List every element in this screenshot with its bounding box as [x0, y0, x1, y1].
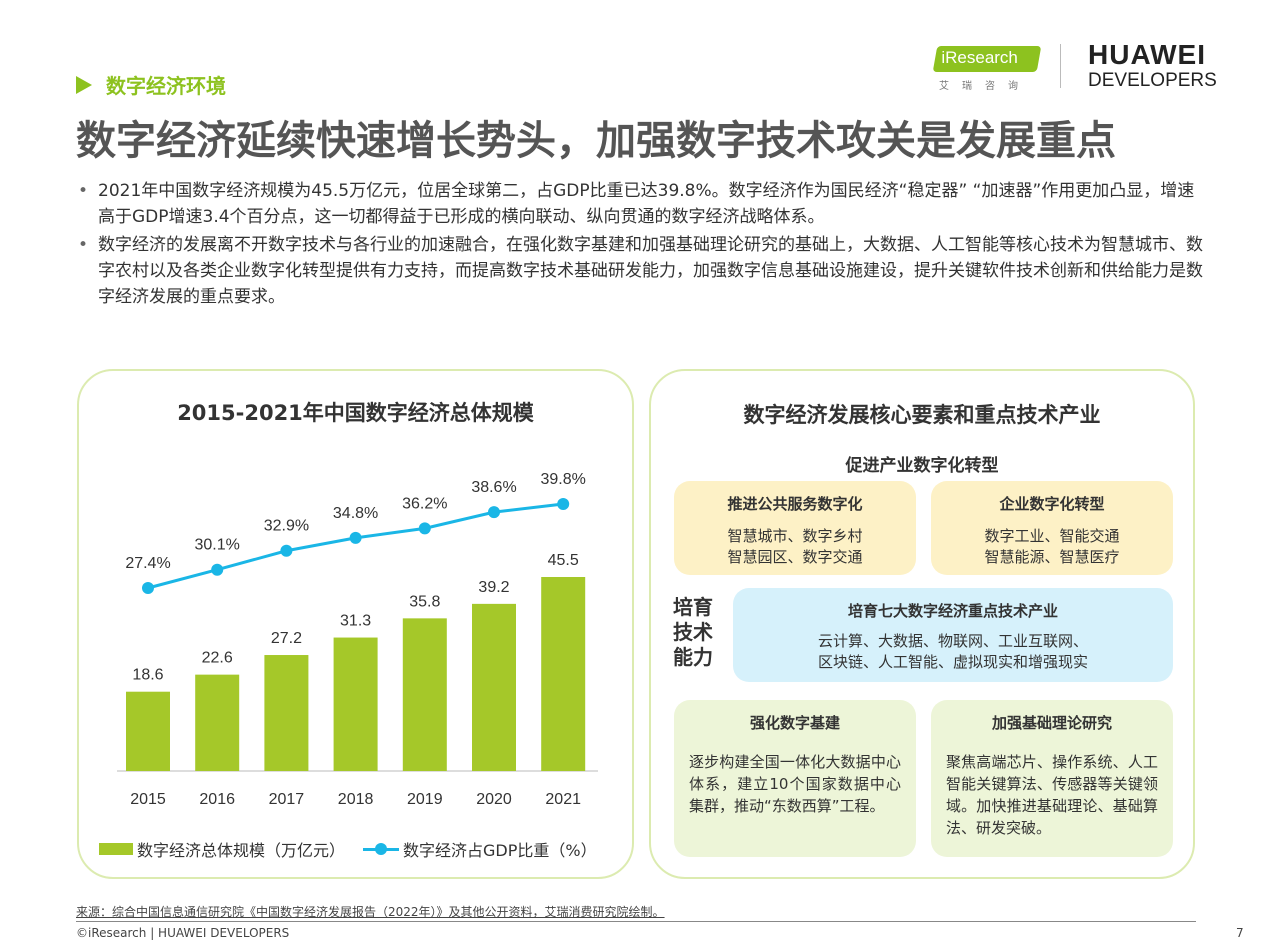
logo-divider	[1060, 44, 1061, 88]
section-label: 数字经济环境	[106, 74, 226, 98]
card-body: 云计算、大数据、物联网、工业互联网、 区块链、人工智能、虚拟现实和增强现实	[733, 631, 1173, 673]
section-tag: 数字经济环境	[76, 70, 226, 99]
card-title: 加强基础理论研究	[991, 714, 1112, 732]
bar	[264, 655, 309, 771]
x-tick-label: 2021	[545, 791, 581, 808]
bar-value-label: 35.8	[409, 593, 440, 610]
line-point	[280, 544, 293, 557]
chart-plot: 18.6 2015 22.6 2016 27.2 2017 31.3 2018 35.8 2019…	[117, 471, 598, 808]
card-line: 云计算、大数据、物联网、工业互联网、	[817, 632, 1088, 650]
bar-value-label: 27.2	[271, 630, 302, 647]
line-point	[488, 506, 500, 519]
bullet-item: 2021年中国数字经济规模为45.5万亿元，位居全球第二，占GDP比重已达39.…	[76, 178, 1206, 230]
huawei-logo-line2: DEVELOPERS	[1088, 70, 1217, 91]
play-triangle-icon	[76, 75, 92, 94]
iresearch-logo: iResearch 艾瑞咨询	[932, 44, 1043, 92]
panel-subtitle: 促进产业数字化转型	[845, 456, 999, 476]
line-value-label: 30.1%	[195, 537, 240, 554]
card-enterprise: 企业数字化转型 数字工业、智能交通 智慧能源、智慧医疗	[931, 481, 1173, 575]
line-value-label: 27.4%	[125, 555, 170, 572]
bar-value-label: 45.5	[548, 552, 579, 569]
line-point	[418, 522, 431, 535]
line-point	[142, 582, 154, 594]
footer-divider	[76, 921, 1196, 922]
legend-bar-label: 数字经济总体规模（万亿元）	[137, 841, 346, 860]
bar-value-label: 31.3	[340, 613, 371, 630]
line-value-label: 36.2%	[402, 495, 447, 512]
line-value-label: 38.6%	[471, 479, 516, 496]
huawei-developers-logo: HUAWEI DEVELOPERS	[1088, 40, 1217, 92]
legend-line-swatch	[363, 843, 400, 855]
x-tick-label: 2015	[130, 791, 166, 808]
bar	[472, 603, 516, 771]
card-line: 数字工业、智能交通	[984, 527, 1120, 545]
line-value-label: 39.8%	[541, 471, 586, 488]
bar	[402, 618, 447, 771]
legend-line-label: 数字经济占GDP比重（%）	[403, 841, 597, 860]
card-key-industries: 培育七大数字经济重点技术产业 云计算、大数据、物联网、工业互联网、 区块链、人工…	[733, 588, 1173, 682]
x-tick-label: 2017	[269, 791, 305, 808]
card-title: 推进公共服务数字化	[727, 495, 863, 513]
x-tick-label: 2020	[476, 791, 512, 808]
x-tick-label: 2018	[338, 791, 374, 808]
side-label: 培育 技术 能力	[673, 595, 723, 670]
card-body: 逐步构建全国一体化大数据中心体系，建立10个国家数据中心集群，推动“东数西算”工…	[689, 753, 901, 815]
chart-legend: 数字经济总体规模（万亿元） 数字经济占GDP比重（%）	[99, 837, 597, 861]
bar	[126, 691, 170, 771]
bullet-list: 2021年中国数字经济规模为45.5万亿元，位居全球第二，占GDP比重已达39.…	[76, 178, 1206, 312]
side-label-line: 技术	[673, 620, 713, 644]
iresearch-logo-subtext: 艾瑞咨询	[939, 81, 1031, 92]
card-title: 培育七大数字经济重点技术产业	[847, 602, 1058, 620]
card-line: 智慧城市、数字乡村	[727, 527, 863, 545]
line-value-label: 34.8%	[333, 505, 378, 522]
card-body: 智慧城市、数字乡村 智慧园区、数字交通	[674, 526, 916, 568]
bar	[541, 577, 586, 771]
iresearch-logo-text: iResearch	[941, 48, 1018, 67]
line-point	[557, 498, 570, 510]
side-label-line: 能力	[673, 645, 713, 669]
card-line: 智慧园区、数字交通	[727, 548, 863, 566]
card-line: 区块链、人工智能、虚拟现实和增强现实	[817, 653, 1088, 671]
line-point	[211, 563, 224, 576]
card-body: 数字工业、智能交通 智慧能源、智慧医疗	[931, 526, 1173, 568]
line-point	[349, 531, 362, 544]
line-value-label: 32.9%	[264, 518, 309, 535]
bar	[333, 637, 378, 771]
card-basic-research: 加强基础理论研究 聚焦高端芯片、操作系统、人工智能关键算法、传感器等关键领域。加…	[931, 700, 1173, 857]
card-line: 智慧能源、智慧医疗	[984, 548, 1120, 566]
bar-value-label: 39.2	[478, 579, 509, 596]
bar-value-label: 22.6	[202, 650, 233, 667]
huawei-logo-line1: HUAWEI	[1088, 39, 1206, 70]
x-tick-label: 2016	[199, 791, 235, 808]
card-body: 聚焦高端芯片、操作系统、人工智能关键算法、传感器等关键领域。加快推进基础理论、基…	[946, 753, 1158, 837]
bar-value-label: 18.6	[132, 667, 163, 684]
bar	[195, 674, 240, 771]
side-label-line: 培育	[673, 595, 713, 619]
x-tick-label: 2019	[407, 791, 443, 808]
footer-copyright: ©iResearch | HUAWEI DEVELOPERS	[76, 926, 290, 940]
card-public-services: 推进公共服务数字化 智慧城市、数字乡村 智慧园区、数字交通	[674, 481, 916, 575]
panel-title: 数字经济发展核心要素和重点技术产业	[743, 403, 1101, 427]
page-title: 数字经济延续快速增长势头，加强数字技术攻关是发展重点	[76, 118, 1116, 164]
card-title: 强化数字基建	[749, 714, 840, 732]
chart-title: 2015-2021年中国数字经济总体规模	[177, 401, 534, 425]
legend-bar-swatch	[99, 843, 133, 855]
page-number: 7	[1236, 926, 1244, 940]
card-title: 企业数字化转型	[999, 495, 1105, 513]
bullet-item: 数字经济的发展离不开数字技术与各行业的加速融合，在强化数字基建和加强基础理论研究…	[76, 232, 1206, 310]
core-elements-panel: 数字经济发展核心要素和重点技术产业 促进产业数字化转型 推进公共服务数字化 智慧…	[649, 369, 1195, 879]
chart-panel: 2015-2021年中国数字经济总体规模 18.6 2015 22.6 2016 27.…	[77, 369, 634, 879]
card-digital-infrastructure: 强化数字基建 逐步构建全国一体化大数据中心体系，建立10个国家数据中心集群，推动…	[674, 700, 916, 857]
source-note: 来源：综合中国信息通信研究院《中国数字经济发展报告（2022年）》及其他公开资料…	[76, 905, 665, 919]
